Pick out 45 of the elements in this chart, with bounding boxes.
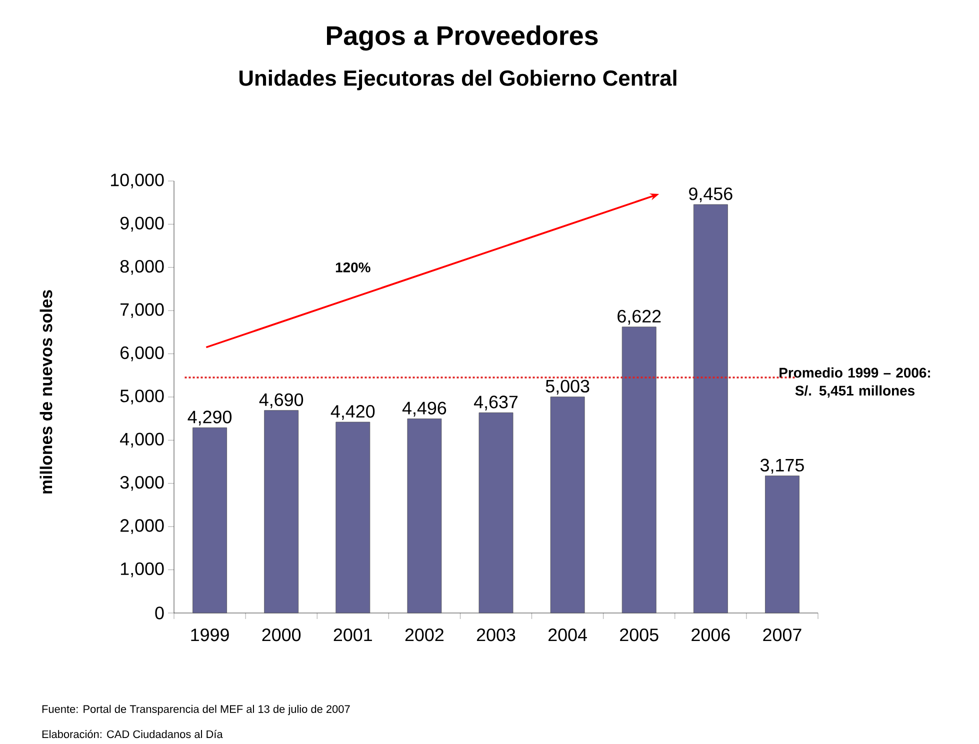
data-label: 9,456 [689,187,732,202]
x-tick-label: 1999 [191,628,229,642]
ref-line-label: Promedio 1999 – 2006: S/. 5,451 millones [780,367,930,398]
data-label: 6,622 [618,310,661,325]
x-tick-label: 2006 [692,628,730,642]
data-label: 3,175 [760,458,804,474]
data-label: 4,290 [188,410,232,426]
annotation: 120% [336,262,370,272]
y-tick-label: 5,000 [120,390,164,404]
bar [192,427,227,614]
y-tick-label: 10,000 [110,174,164,188]
bar [336,422,370,614]
y-tick-label: 0 [155,606,164,620]
y-tick-label: 3,000 [120,476,164,491]
x-tick-label: 2004 [548,628,587,642]
x-tick-label: 2003 [476,628,516,642]
x-tick-label: 2005 [620,628,658,642]
source-note: Fuente: Portal de Transparencia del MEF al 13 de julio de 2007 [42,704,350,716]
chart-title: Pagos a Proveedores [327,25,598,51]
bar [693,204,728,614]
data-label: 4,690 [259,393,304,408]
y-axis-title: millones de nuevos soles [40,290,52,494]
y-tick-label: 7,000 [120,303,164,318]
x-tick-label: 2001 [334,628,372,642]
bar [622,326,656,614]
y-tick-label: 1,000 [120,562,164,578]
data-label: 4,496 [402,402,446,417]
x-tick-label: 2000 [262,628,301,642]
y-tick-label: 4,000 [120,432,164,448]
bar [765,476,800,614]
bar [478,412,514,614]
y-tick-label: 6,000 [120,346,164,362]
y-tick-label: 9,000 [120,216,164,232]
y-tick-label: 2,000 [120,519,164,534]
x-tick-label: 2007 [763,628,802,642]
data-label: 4,637 [474,396,518,410]
chart-subtitle: Unidades Ejecutoras del Gobierno Central [239,70,676,90]
data-label: 5,003 [546,380,590,395]
bar [264,410,299,614]
x-tick-label: 2002 [405,628,444,642]
text: Elaboración: CAD Ciudadanos al Día [42,730,223,738]
y-tick-label: 8,000 [120,260,164,275]
bar [407,418,442,614]
bar [550,396,585,614]
data-label: 4,420 [330,405,375,420]
